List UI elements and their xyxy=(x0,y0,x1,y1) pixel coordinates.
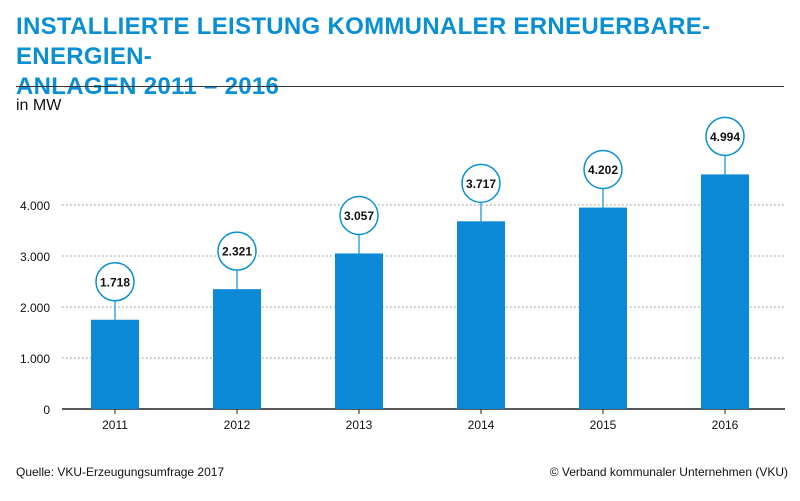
value-circle xyxy=(339,195,379,236)
bar xyxy=(701,174,749,409)
x-tick-label: 2015 xyxy=(590,418,617,432)
data-label: 4.994 xyxy=(710,130,740,144)
bar xyxy=(213,289,261,409)
bar xyxy=(579,207,627,409)
value-circle xyxy=(217,231,257,271)
data-label: 4.202 xyxy=(588,163,618,177)
chart-title-line-1: INSTALLIERTE LEISTUNG KOMMUNALER ERNEUER… xyxy=(16,13,711,70)
x-tick-label: 2013 xyxy=(346,418,373,432)
value-circle xyxy=(583,149,623,190)
bar xyxy=(335,253,383,409)
x-tick-label: 2012 xyxy=(224,418,251,432)
bar xyxy=(457,221,505,409)
value-circle xyxy=(705,116,745,157)
copyright-note: © Verband kommunaler Unternehmen (VKU) xyxy=(549,465,788,479)
unit-label: in MW xyxy=(16,97,62,114)
y-tick-label: 1.000 xyxy=(20,352,50,366)
data-label: 3.057 xyxy=(344,209,374,223)
title-divider xyxy=(16,86,784,87)
x-tick-label: 2016 xyxy=(712,418,739,432)
bar xyxy=(91,319,139,409)
data-label: 2.321 xyxy=(222,245,252,259)
data-label: 3.717 xyxy=(466,177,496,191)
x-tick-label: 2014 xyxy=(468,418,495,432)
data-label: 1.718 xyxy=(100,275,130,289)
x-tick-label: 2011 xyxy=(102,418,128,432)
value-circle xyxy=(461,163,501,204)
y-tick-label: 0 xyxy=(43,403,50,417)
source-note: Quelle: VKU-Erzeugungsumfrage 2017 xyxy=(16,465,225,479)
value-circle xyxy=(95,262,135,302)
y-tick-label: 2.000 xyxy=(20,301,50,315)
y-tick-label: 3.000 xyxy=(20,250,50,264)
y-tick-label: 4.000 xyxy=(20,199,50,213)
